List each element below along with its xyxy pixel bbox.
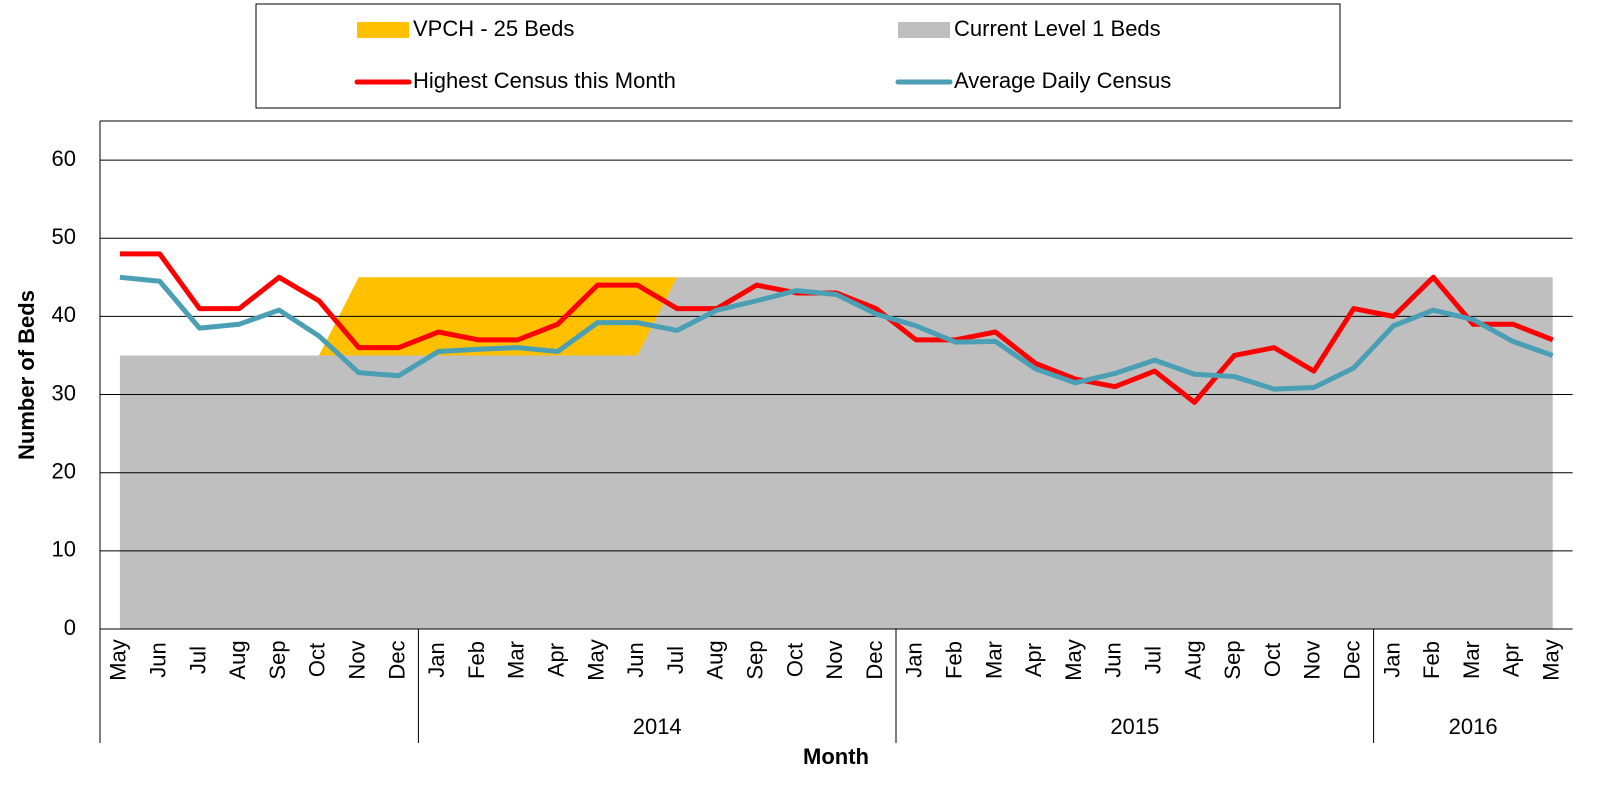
x-tick-label: Feb	[942, 641, 967, 679]
x-tick-label: Oct	[782, 643, 807, 677]
x-tick-label: Mar	[981, 641, 1006, 679]
stacked-area	[119, 277, 1553, 356]
x-tick-label: Nov	[345, 640, 370, 679]
x-tick-label: Oct	[1260, 643, 1285, 677]
x-tick-label: May	[1539, 639, 1564, 681]
x-tick-label: Dec	[384, 640, 409, 679]
legend-label: Average Daily Census	[954, 68, 1171, 93]
x-group-label: 2014	[633, 714, 682, 739]
x-tick-label: Feb	[464, 641, 489, 679]
x-tick-label: Feb	[1419, 641, 1444, 679]
x-tick-label: May	[583, 639, 608, 681]
y-tick-label: 50	[52, 224, 76, 249]
x-tick-label: Sep	[265, 640, 290, 679]
x-tick-label: Sep	[743, 640, 768, 679]
x-tick-label: May	[106, 639, 131, 681]
y-tick-label: 60	[52, 146, 76, 171]
legend-label: Current Level 1 Beds	[954, 16, 1161, 41]
x-tick-label: Jan	[424, 642, 449, 677]
legend-box	[255, 3, 1341, 109]
y-axis-title: Number of Beds	[14, 290, 39, 460]
x-tick-label: Aug	[225, 640, 250, 679]
x-tick-label: Apr	[1499, 643, 1524, 677]
y-tick-label: 30	[52, 380, 76, 405]
y-tick-label: 40	[52, 302, 76, 327]
line	[119, 274, 1554, 392]
legend-label: VPCH - 25 Beds	[413, 16, 574, 41]
legend-label: Highest Census this Month	[413, 68, 676, 93]
x-tick-label: Jun	[146, 642, 171, 677]
x-tick-label: Jun	[623, 642, 648, 677]
x-group-label: 2015	[1110, 714, 1159, 739]
x-group-label: 2016	[1449, 714, 1498, 739]
x-tick-label: Jun	[1101, 642, 1126, 677]
y-tick-label: 20	[52, 459, 76, 484]
x-tick-label: Dec	[862, 640, 887, 679]
x-tick-label: Dec	[1340, 640, 1365, 679]
x-tick-label: Nov	[822, 640, 847, 679]
x-tick-label: Sep	[1220, 640, 1245, 679]
x-tick-label: Aug	[1180, 640, 1205, 679]
x-tick-label: Jul	[185, 646, 210, 674]
legend-swatch	[898, 22, 950, 38]
x-tick-label: Mar	[1459, 641, 1484, 679]
x-tick-label: Apr	[544, 643, 569, 677]
x-tick-label: Mar	[504, 641, 529, 679]
x-tick-label: Oct	[305, 643, 330, 677]
x-tick-label: Apr	[1021, 643, 1046, 677]
x-tick-label: May	[1061, 639, 1086, 681]
x-tick-label: Aug	[703, 640, 728, 679]
y-tick-label: 0	[64, 615, 76, 640]
x-tick-label: Nov	[1300, 640, 1325, 679]
x-tick-label: Jul	[663, 646, 688, 674]
area	[119, 277, 1553, 629]
x-tick-label: Jan	[902, 642, 927, 677]
x-axis-title: Month	[803, 744, 869, 769]
x-tick-label: Jul	[1141, 646, 1166, 674]
legend-swatch	[357, 22, 409, 38]
x-tick-label: Jan	[1379, 642, 1404, 677]
y-tick-label: 10	[52, 537, 76, 562]
